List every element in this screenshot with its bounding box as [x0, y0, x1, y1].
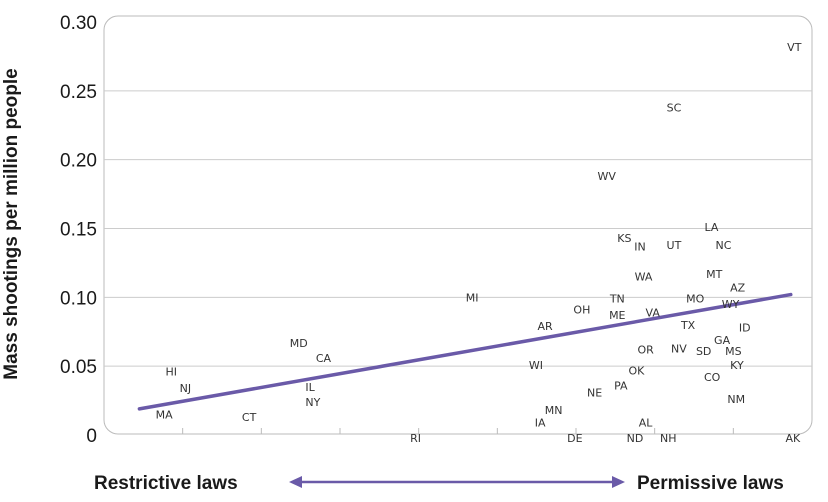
point-az: AZ	[730, 282, 746, 295]
restrictive-laws-label: Restrictive laws	[94, 473, 238, 494]
point-md: MD	[290, 337, 308, 350]
plot-area-frame	[103, 15, 813, 435]
point-nm: NM	[727, 393, 745, 406]
y-tick-label: 0	[86, 426, 97, 447]
y-tick-label: 0.10	[60, 288, 97, 309]
point-mn: MN	[545, 404, 563, 417]
point-mo: MO	[686, 293, 704, 306]
point-ia: IA	[535, 417, 546, 430]
point-tx: TX	[680, 319, 696, 332]
state-data-points: VT SC WV LA KS UT NC IN WA MT AZ MI TN MO WY OH ME VA AR TX…	[156, 41, 802, 445]
law-spectrum-arrow	[289, 476, 625, 488]
point-mt: MT	[706, 268, 722, 281]
point-ct: CT	[242, 411, 257, 424]
point-wi: WI	[529, 359, 543, 372]
point-de: DE	[567, 432, 582, 445]
point-ms: MS	[725, 345, 741, 358]
point-nc: NC	[716, 239, 732, 252]
point-co: CO	[704, 371, 721, 384]
point-nd: ND	[627, 432, 644, 445]
point-ma: MA	[156, 408, 173, 421]
point-ok: OK	[628, 364, 645, 377]
y-tick-label: 0.20	[60, 151, 97, 172]
y-tick-label: 0.30	[60, 13, 97, 34]
point-ar: AR	[537, 320, 553, 333]
point-il: IL	[305, 381, 315, 394]
point-oh: OH	[573, 304, 590, 317]
point-tn: TN	[609, 293, 625, 306]
point-id: ID	[739, 322, 751, 335]
trend-line	[137, 292, 793, 411]
point-va: VA	[646, 306, 661, 319]
permissive-laws-label: Permissive laws	[637, 473, 784, 494]
y-axis-tick-labels: 0 0.05 0.10 0.15 0.20 0.25 0.30	[60, 13, 97, 447]
point-pa: PA	[614, 379, 628, 392]
point-hi: HI	[166, 366, 178, 379]
grid-lines	[104, 90, 812, 367]
point-or: OR	[637, 344, 654, 357]
point-ny: NY	[305, 396, 320, 409]
point-wa: WA	[635, 271, 653, 284]
point-in: IN	[634, 240, 645, 253]
point-mi: MI	[466, 291, 479, 304]
y-axis-label: Mass shootings per million people	[1, 68, 22, 379]
point-ca: CA	[316, 352, 332, 365]
point-ks: KS	[617, 232, 631, 245]
point-ky: KY	[730, 359, 744, 372]
point-ri: RI	[410, 432, 421, 445]
point-ak: AK	[786, 432, 802, 445]
point-ga: GA	[714, 334, 731, 347]
point-al: AL	[639, 417, 654, 430]
x-axis-ticks	[182, 428, 734, 434]
y-tick-label: 0.25	[60, 82, 97, 103]
point-sc: SC	[667, 101, 682, 114]
point-ne: NE	[587, 386, 602, 399]
point-wv: WV	[597, 170, 616, 183]
point-vt: VT	[787, 41, 802, 54]
point-nj: NJ	[180, 382, 191, 395]
point-nh: NH	[660, 432, 677, 445]
point-nv: NV	[671, 342, 687, 355]
point-wy: WY	[722, 298, 740, 311]
point-sd: SD	[696, 345, 711, 358]
point-me: ME	[609, 309, 625, 322]
y-tick-label: 0.05	[60, 357, 97, 378]
point-ut: UT	[667, 239, 682, 252]
y-tick-label: 0.15	[60, 220, 97, 241]
point-la: LA	[705, 221, 719, 234]
